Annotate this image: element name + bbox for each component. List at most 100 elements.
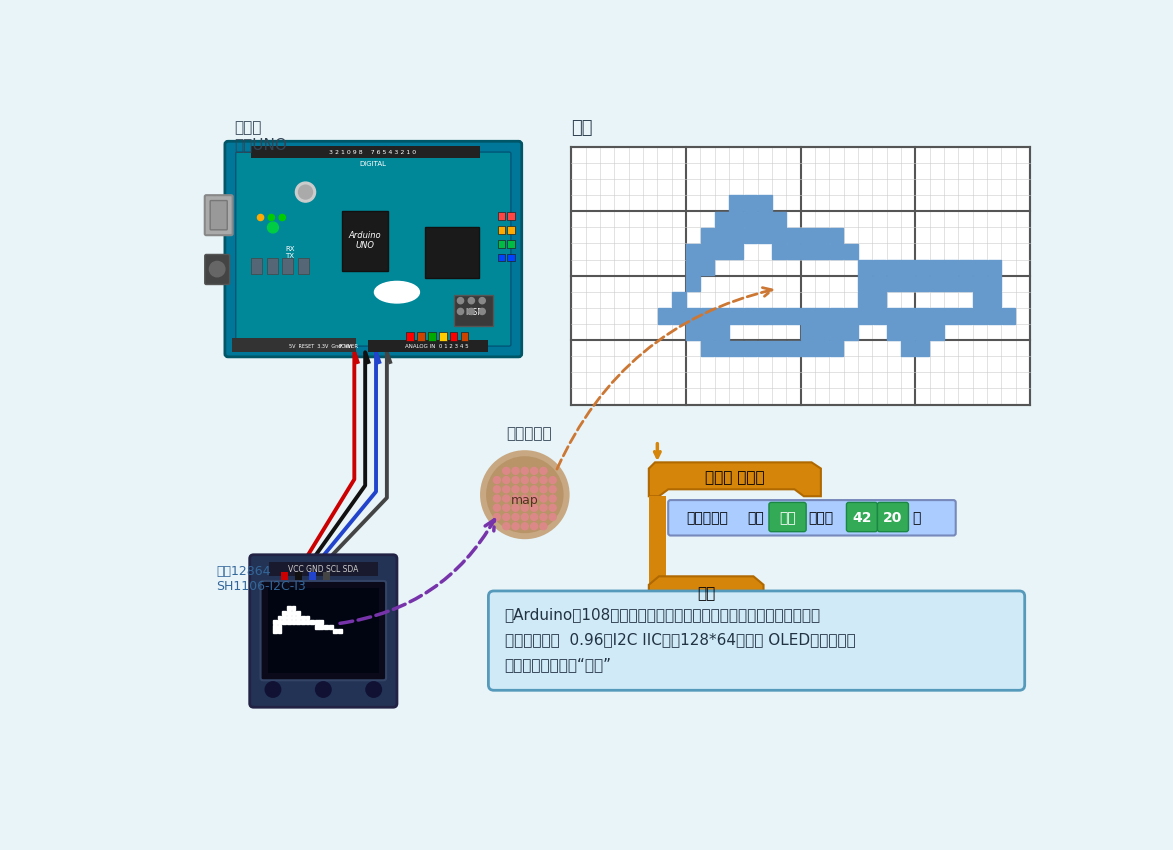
Bar <box>716 244 728 259</box>
Bar <box>859 276 872 292</box>
Bar <box>930 325 944 340</box>
Bar <box>287 606 291 610</box>
Bar <box>1002 309 1016 324</box>
Circle shape <box>486 456 563 533</box>
Text: RX
TX: RX TX <box>285 246 294 258</box>
Bar <box>801 228 815 243</box>
Bar <box>292 606 296 610</box>
FancyBboxPatch shape <box>449 332 457 342</box>
FancyBboxPatch shape <box>308 572 317 581</box>
Bar <box>845 325 857 340</box>
Text: 20: 20 <box>883 511 903 524</box>
Bar <box>974 292 986 308</box>
Circle shape <box>457 298 463 303</box>
Bar <box>283 611 286 615</box>
Circle shape <box>540 513 547 520</box>
Text: 结束: 结束 <box>697 586 716 601</box>
Bar <box>829 325 843 340</box>
FancyBboxPatch shape <box>669 500 956 536</box>
Bar <box>845 244 857 259</box>
Circle shape <box>503 523 510 530</box>
Circle shape <box>267 222 278 233</box>
FancyBboxPatch shape <box>269 563 378 576</box>
Bar <box>887 260 901 275</box>
FancyBboxPatch shape <box>260 581 386 680</box>
Circle shape <box>530 523 537 530</box>
Bar <box>686 325 700 340</box>
Bar <box>944 309 958 324</box>
Text: VCC GND SCL SDA: VCC GND SCL SDA <box>289 565 359 574</box>
Bar <box>859 309 872 324</box>
Circle shape <box>296 182 316 202</box>
FancyBboxPatch shape <box>497 253 506 262</box>
Bar <box>902 309 915 324</box>
Bar <box>716 325 728 340</box>
FancyBboxPatch shape <box>251 258 262 274</box>
Bar <box>801 325 815 340</box>
Bar <box>328 625 333 629</box>
Bar <box>974 276 986 292</box>
Circle shape <box>549 486 556 493</box>
Text: 屏幕12864
SH1106-I2C-I3: 屏幕12864 SH1106-I2C-I3 <box>216 564 306 592</box>
FancyBboxPatch shape <box>323 572 331 581</box>
Text: 军舰: 军舰 <box>571 119 592 138</box>
Bar <box>974 260 986 275</box>
Bar <box>292 615 296 620</box>
Bar <box>292 620 296 624</box>
Bar <box>278 615 282 620</box>
Bar <box>916 309 929 324</box>
Bar <box>801 341 815 356</box>
FancyBboxPatch shape <box>283 258 293 274</box>
Circle shape <box>540 468 547 474</box>
FancyBboxPatch shape <box>236 152 511 346</box>
FancyBboxPatch shape <box>507 240 515 247</box>
Bar <box>988 292 1001 308</box>
Circle shape <box>503 468 510 474</box>
FancyBboxPatch shape <box>877 502 908 531</box>
FancyBboxPatch shape <box>428 332 435 342</box>
Circle shape <box>269 214 274 221</box>
Circle shape <box>494 513 501 520</box>
FancyArrowPatch shape <box>340 519 494 623</box>
Bar <box>333 630 338 633</box>
Circle shape <box>513 468 518 474</box>
Bar <box>758 341 772 356</box>
Bar <box>744 212 758 227</box>
Bar <box>758 228 772 243</box>
FancyBboxPatch shape <box>250 555 396 707</box>
Bar <box>686 309 700 324</box>
Circle shape <box>468 298 474 303</box>
Bar <box>958 309 972 324</box>
Bar <box>815 244 829 259</box>
FancyBboxPatch shape <box>847 502 877 531</box>
FancyBboxPatch shape <box>488 591 1025 690</box>
Circle shape <box>513 513 518 520</box>
Bar <box>324 625 328 629</box>
Bar <box>815 325 829 340</box>
Ellipse shape <box>374 281 420 303</box>
Bar <box>300 615 305 620</box>
Bar <box>988 260 1001 275</box>
Circle shape <box>513 495 518 502</box>
FancyBboxPatch shape <box>298 258 308 274</box>
Circle shape <box>521 477 528 484</box>
Bar <box>700 260 714 275</box>
Bar <box>287 615 291 620</box>
Bar <box>716 212 728 227</box>
Text: ICSP: ICSP <box>466 308 482 317</box>
FancyBboxPatch shape <box>341 212 388 270</box>
FancyBboxPatch shape <box>497 212 506 220</box>
Bar <box>873 309 887 324</box>
Text: POWER: POWER <box>338 343 358 348</box>
Bar <box>758 309 772 324</box>
Circle shape <box>457 309 463 314</box>
FancyBboxPatch shape <box>507 212 515 220</box>
Text: 处: 处 <box>913 511 921 524</box>
Bar <box>730 228 743 243</box>
Circle shape <box>503 513 510 520</box>
Bar <box>930 309 944 324</box>
Bar <box>787 341 800 356</box>
Bar <box>801 244 815 259</box>
FancyBboxPatch shape <box>225 141 522 357</box>
Bar <box>700 244 714 259</box>
